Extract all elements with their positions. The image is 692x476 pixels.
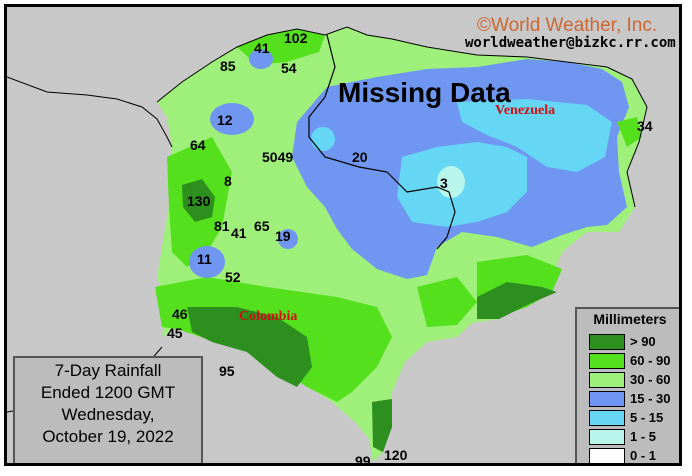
legend-label: > 90	[630, 334, 656, 349]
legend-swatch	[589, 333, 625, 350]
region-60-90-e	[417, 277, 477, 327]
info-line-2: Ended 1200 GMT	[40, 383, 176, 402]
region-5-15-c	[311, 127, 335, 151]
region-5-15-b	[457, 99, 612, 172]
legend-item: 1 - 5	[589, 428, 656, 445]
missing-data-label: Missing Data	[338, 77, 511, 108]
value-label: 52	[225, 269, 241, 285]
region-15-30-a	[210, 103, 254, 135]
value-label: 120	[384, 447, 408, 463]
info-line-1: 7-Day Rainfall	[54, 361, 162, 380]
value-label: 8	[224, 173, 232, 189]
region-60-90-f	[617, 117, 642, 147]
value-label: 46	[172, 306, 188, 322]
region-15-30-c	[189, 246, 225, 278]
value-label: 12	[217, 112, 233, 128]
legend-swatch	[589, 447, 625, 463]
value-label: 64	[190, 137, 206, 153]
coastline	[156, 26, 648, 208]
legend-item: > 90	[589, 333, 656, 350]
region-15-30-b	[249, 49, 273, 69]
value-label: 20	[352, 149, 368, 165]
legend-swatch	[589, 371, 625, 388]
value-label: 130	[187, 193, 211, 209]
legend-item: 60 - 90	[589, 352, 670, 369]
legend-item: 30 - 60	[589, 371, 670, 388]
value-label: 34	[637, 118, 653, 134]
legend-swatch	[589, 409, 625, 426]
region-gt90-d	[372, 399, 392, 452]
legend-label: 1 - 5	[630, 429, 657, 444]
legend-label: 15 - 30	[630, 391, 671, 406]
info-line-4: October 19, 2022	[42, 427, 174, 446]
region-15-30-d	[278, 229, 298, 249]
legend-swatch	[589, 390, 625, 407]
region-gt90-a	[187, 307, 312, 387]
panama-isthmus	[7, 76, 173, 148]
region-gt90-b	[182, 179, 215, 222]
country-label-colombia: Colombia	[239, 309, 298, 324]
value-label: 54	[281, 60, 297, 76]
value-label: 102	[284, 30, 308, 46]
legend-label: 5 - 15	[630, 410, 664, 425]
value-label: 85	[220, 58, 236, 74]
info-box: 7-Day Rainfall Ended 1200 GMT Wednesday,…	[13, 356, 203, 463]
value-label: 3	[440, 175, 448, 191]
value-label: 81	[214, 218, 230, 234]
legend-swatch	[589, 428, 625, 445]
legend-label: 0 - 1	[630, 448, 657, 463]
value-label: 65	[254, 218, 270, 234]
rainfall-map	[7, 26, 648, 462]
country-label-venezuela: Venezuela	[495, 103, 556, 118]
legend-label: 30 - 60	[630, 372, 671, 387]
map-frame: 102 41 85 54 12 64 5049 20 34 3 8 130 81…	[4, 4, 682, 466]
legend-item: 5 - 15	[589, 409, 663, 426]
value-label: 95	[219, 363, 235, 379]
legend-swatch	[589, 352, 625, 369]
value-label: 99	[355, 453, 371, 466]
value-label: 19	[275, 228, 291, 244]
contact-email: worldweather@bizkc.rr.com	[465, 35, 676, 51]
legend: Millimeters > 90 60 - 90 30 - 60 15 - 30…	[575, 307, 679, 463]
info-line-3: Wednesday,	[61, 405, 155, 424]
value-label: 41	[254, 40, 270, 56]
value-label: 45	[167, 325, 183, 341]
region-gt90-c	[477, 282, 557, 319]
value-label: 5049	[262, 149, 294, 165]
legend-item: 0 - 1	[589, 447, 657, 463]
copyright-notice: ©World Weather, Inc.	[477, 15, 658, 36]
legend-label: 60 - 90	[630, 353, 671, 368]
legend-item: 15 - 30	[589, 390, 670, 407]
value-label: 11	[197, 251, 212, 267]
national-border	[308, 34, 456, 250]
value-label: 41	[231, 225, 247, 241]
legend-title: Millimeters	[593, 311, 667, 327]
